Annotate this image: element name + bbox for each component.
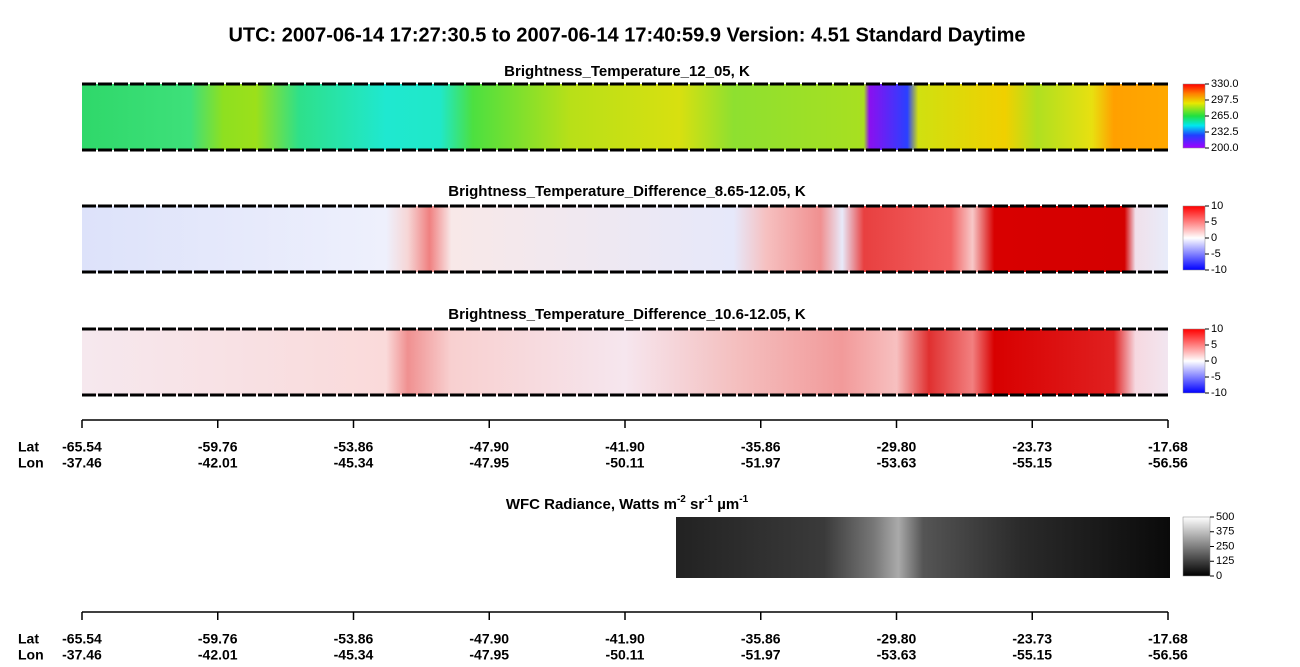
colorbar (1182, 83, 1206, 149)
colorbar-tick-label: 265.0 (1211, 110, 1239, 122)
colorbar-tick-label: 297.5 (1211, 94, 1239, 106)
axis-tick-label: -53.63 (877, 455, 917, 471)
axis-row-label: Lat (18, 631, 39, 647)
axis-tick-label: -17.68 (1148, 631, 1188, 647)
colorbar-tick-label: 5 (1211, 339, 1217, 351)
axis-tick-label: -47.95 (469, 647, 509, 663)
colorbar (1182, 516, 1211, 577)
axis-row-label: Lon (18, 455, 44, 471)
axis-tick-label: -56.56 (1148, 455, 1188, 471)
axis-tick-label: -59.76 (198, 439, 238, 455)
axis-tick-label: -55.15 (1012, 455, 1052, 471)
colorbar-tick-label: 125 (1216, 555, 1234, 567)
image-strip (82, 206, 1168, 272)
panel-title: Brightness_Temperature_Difference_10.6-1… (448, 306, 806, 323)
axis-tick-label: -53.86 (334, 631, 374, 647)
colorbar-tick-label: 10 (1211, 200, 1223, 212)
panel-title-part: µm (713, 496, 739, 513)
axis-tick-label: -56.56 (1148, 647, 1188, 663)
axis-tick-label: -17.68 (1148, 439, 1188, 455)
colorbar-tick-label: 5 (1211, 216, 1217, 228)
panel-title-part: -1 (739, 494, 748, 505)
axis-tick-label: -53.63 (877, 647, 917, 663)
colorbar-tick-label: 200.0 (1211, 142, 1239, 154)
axis-tick-label: -41.90 (605, 631, 645, 647)
axis-tick-label: -29.80 (877, 439, 917, 455)
axis-tick-label: -51.97 (741, 647, 781, 663)
panel-title-part: sr (686, 496, 705, 513)
axis-tick-label: -41.90 (605, 439, 645, 455)
axis-tick-label: -59.76 (198, 631, 238, 647)
axis-tick-label: -29.80 (877, 631, 917, 647)
axis-tick-label: -35.86 (741, 439, 781, 455)
colorbar-tick-label: -10 (1211, 264, 1227, 276)
image-strip (676, 517, 1170, 578)
axis-tick-label: -35.86 (741, 631, 781, 647)
axis-tick-label: -45.34 (334, 455, 374, 471)
panel-title-text: WFC Radiance, Watts m (506, 496, 677, 513)
colorbar (1182, 328, 1206, 394)
axis-tick-label: -50.11 (606, 647, 645, 663)
axis-tick-label: -47.95 (469, 455, 509, 471)
panel-title-text: Brightness_Temperature_12_05, K (504, 63, 750, 80)
panel-title-part: -2 (677, 494, 686, 505)
colorbar-tick-label: 0 (1216, 570, 1222, 582)
panel-title: WFC Radiance, Watts m-2 sr-1 µm-1 (506, 494, 749, 513)
axis-tick-label: -45.34 (334, 647, 374, 663)
colorbar-tick-label: 10 (1211, 323, 1223, 335)
axis-tick-label: -50.11 (606, 455, 645, 471)
axis-tick-label: -53.86 (334, 439, 374, 455)
axis-tick-label: -42.01 (198, 455, 238, 471)
axis-tick-label: -47.90 (469, 439, 509, 455)
figure-title: UTC: 2007-06-14 17:27:30.5 to 2007-06-14… (228, 24, 1025, 46)
colorbar-tick-label: 0 (1211, 232, 1217, 244)
axis-tick-label: -47.90 (469, 631, 509, 647)
axis-row-label: Lat (18, 439, 39, 455)
axis-tick-label: -23.73 (1012, 439, 1052, 455)
axis-row-label: Lon (18, 647, 44, 663)
panel-title-part: -1 (704, 494, 713, 505)
colorbar-tick-label: -5 (1211, 248, 1221, 260)
colorbar-tick-label: -5 (1211, 371, 1221, 383)
axis-tick-label: -23.73 (1012, 631, 1052, 647)
panel-title-text: Brightness_Temperature_Difference_8.65-1… (448, 183, 806, 200)
axis-tick-label: -42.01 (198, 647, 238, 663)
image-strip (82, 84, 1168, 150)
axis-tick-label: -37.46 (62, 647, 102, 663)
colorbar-tick-label: -10 (1211, 387, 1227, 399)
colorbar-tick-label: 0 (1211, 355, 1217, 367)
colorbar-tick-label: 500 (1216, 511, 1234, 523)
axis-tick-label: -55.15 (1012, 647, 1052, 663)
colorbar (1182, 205, 1206, 271)
panel-title: Brightness_Temperature_12_05, K (504, 63, 750, 80)
axis-tick-label: -65.54 (62, 631, 102, 647)
colorbar-tick-label: 232.5 (1211, 126, 1239, 138)
colorbar-tick-label: 330.0 (1211, 78, 1239, 90)
panel-title-text: Brightness_Temperature_Difference_10.6-1… (448, 306, 806, 323)
colorbar-tick-label: 375 (1216, 526, 1234, 538)
axis-tick-label: -51.97 (741, 455, 781, 471)
axis-tick-label: -65.54 (62, 439, 102, 455)
panel-title: Brightness_Temperature_Difference_8.65-1… (448, 183, 806, 200)
colorbar-tick-label: 250 (1216, 540, 1234, 552)
axis-tick-label: -37.46 (62, 455, 102, 471)
image-strip (82, 329, 1168, 395)
